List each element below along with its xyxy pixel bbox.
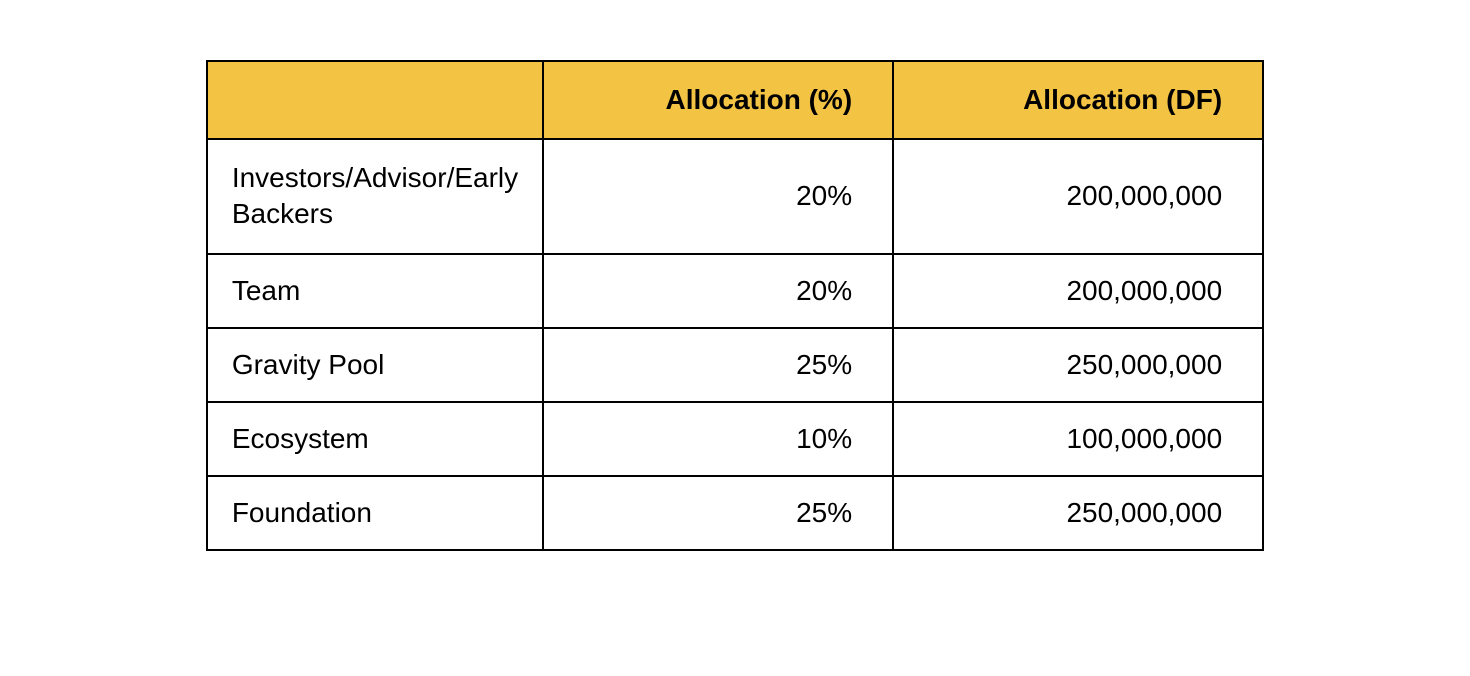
row-df: 100,000,000 — [893, 402, 1263, 476]
table-header-row: Allocation (%) Allocation (DF) — [207, 61, 1263, 139]
allocation-table: Allocation (%) Allocation (DF) Investors… — [206, 60, 1264, 551]
row-label: Investors/Advisor/Early Backers — [207, 139, 543, 254]
row-df: 200,000,000 — [893, 139, 1263, 254]
row-label: Ecosystem — [207, 402, 543, 476]
table-row: Foundation 25% 250,000,000 — [207, 476, 1263, 550]
row-label: Gravity Pool — [207, 328, 543, 402]
table-header-allocation-pct: Allocation (%) — [543, 61, 893, 139]
row-pct: 25% — [543, 328, 893, 402]
table-row: Ecosystem 10% 100,000,000 — [207, 402, 1263, 476]
row-label: Foundation — [207, 476, 543, 550]
row-df: 250,000,000 — [893, 476, 1263, 550]
table-body: Investors/Advisor/Early Backers 20% 200,… — [207, 139, 1263, 550]
row-df: 200,000,000 — [893, 254, 1263, 328]
table-row: Gravity Pool 25% 250,000,000 — [207, 328, 1263, 402]
row-pct: 20% — [543, 139, 893, 254]
row-pct: 10% — [543, 402, 893, 476]
row-pct: 25% — [543, 476, 893, 550]
table-header-empty — [207, 61, 543, 139]
row-label: Team — [207, 254, 543, 328]
table-row: Investors/Advisor/Early Backers 20% 200,… — [207, 139, 1263, 254]
allocation-table-container: Allocation (%) Allocation (DF) Investors… — [206, 60, 1264, 551]
row-pct: 20% — [543, 254, 893, 328]
row-df: 250,000,000 — [893, 328, 1263, 402]
table-header-allocation-df: Allocation (DF) — [893, 61, 1263, 139]
table-row: Team 20% 200,000,000 — [207, 254, 1263, 328]
